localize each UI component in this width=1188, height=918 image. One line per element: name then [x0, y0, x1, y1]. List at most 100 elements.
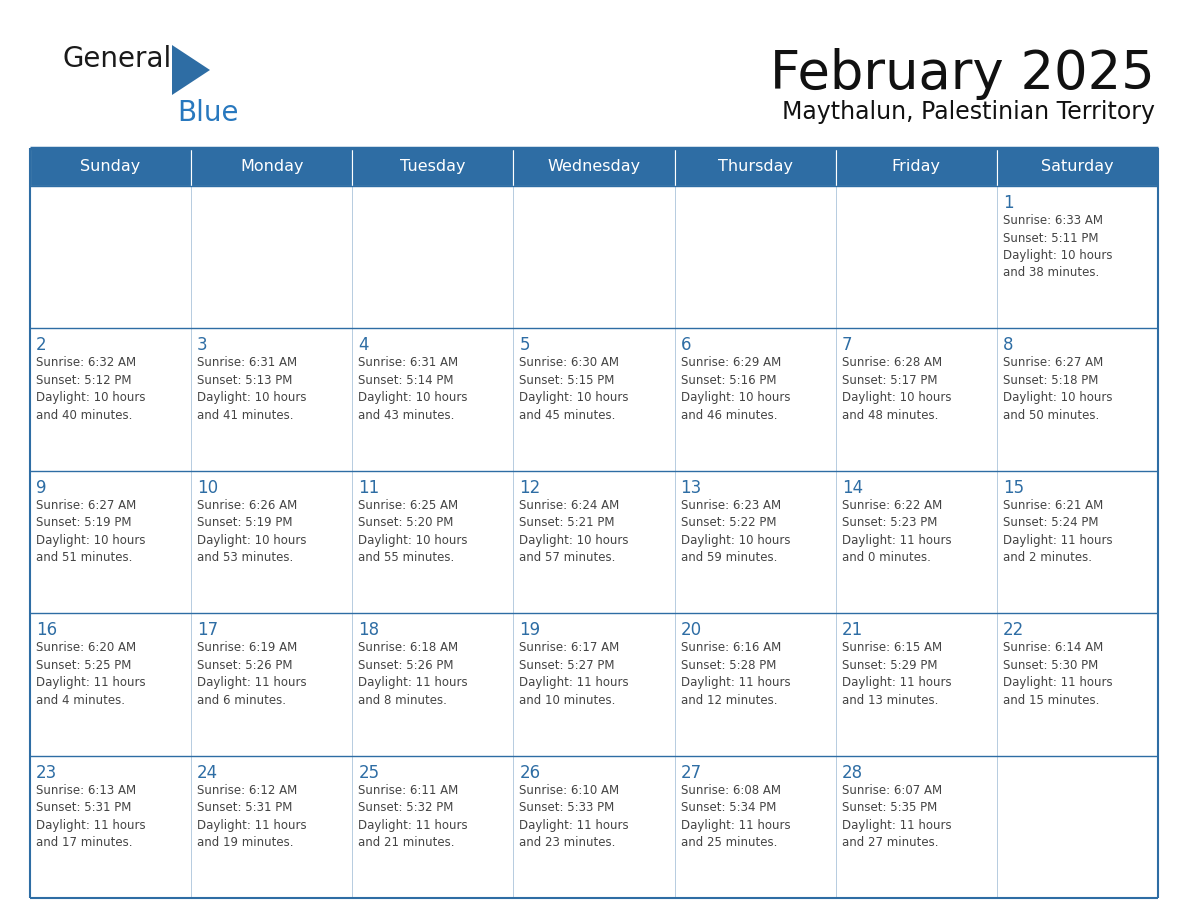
Text: Sunrise: 6:20 AM
Sunset: 5:25 PM
Daylight: 11 hours
and 4 minutes.: Sunrise: 6:20 AM Sunset: 5:25 PM Dayligh… [36, 641, 146, 707]
Text: Tuesday: Tuesday [400, 160, 466, 174]
Text: Sunrise: 6:28 AM
Sunset: 5:17 PM
Daylight: 10 hours
and 48 minutes.: Sunrise: 6:28 AM Sunset: 5:17 PM Dayligh… [842, 356, 952, 422]
Bar [191, 756, 353, 898]
Bar [353, 756, 513, 898]
Text: 18: 18 [359, 621, 379, 639]
Bar [353, 148, 513, 186]
Text: 2: 2 [36, 336, 46, 354]
Text: Sunday: Sunday [81, 160, 140, 174]
Text: Sunrise: 6:14 AM
Sunset: 5:30 PM
Daylight: 11 hours
and 15 minutes.: Sunrise: 6:14 AM Sunset: 5:30 PM Dayligh… [1003, 641, 1112, 707]
Bar [675, 148, 835, 186]
Text: Sunrise: 6:33 AM
Sunset: 5:11 PM
Daylight: 10 hours
and 38 minutes.: Sunrise: 6:33 AM Sunset: 5:11 PM Dayligh… [1003, 214, 1112, 279]
Text: 21: 21 [842, 621, 862, 639]
Text: Sunrise: 6:16 AM
Sunset: 5:28 PM
Daylight: 11 hours
and 12 minutes.: Sunrise: 6:16 AM Sunset: 5:28 PM Dayligh… [681, 641, 790, 707]
Text: Sunrise: 6:12 AM
Sunset: 5:31 PM
Daylight: 11 hours
and 19 minutes.: Sunrise: 6:12 AM Sunset: 5:31 PM Dayligh… [197, 784, 307, 849]
Text: Friday: Friday [892, 160, 941, 174]
Text: 26: 26 [519, 764, 541, 781]
Text: 22: 22 [1003, 621, 1024, 639]
Text: Sunrise: 6:18 AM
Sunset: 5:26 PM
Daylight: 11 hours
and 8 minutes.: Sunrise: 6:18 AM Sunset: 5:26 PM Dayligh… [359, 641, 468, 707]
Text: Sunrise: 6:29 AM
Sunset: 5:16 PM
Daylight: 10 hours
and 46 minutes.: Sunrise: 6:29 AM Sunset: 5:16 PM Dayligh… [681, 356, 790, 422]
Bar [675, 329, 835, 471]
Bar [513, 613, 675, 756]
Text: Sunrise: 6:07 AM
Sunset: 5:35 PM
Daylight: 11 hours
and 27 minutes.: Sunrise: 6:07 AM Sunset: 5:35 PM Dayligh… [842, 784, 952, 849]
Text: General: General [62, 45, 171, 73]
Text: Sunrise: 6:15 AM
Sunset: 5:29 PM
Daylight: 11 hours
and 13 minutes.: Sunrise: 6:15 AM Sunset: 5:29 PM Dayligh… [842, 641, 952, 707]
Bar [835, 471, 997, 613]
Text: Sunrise: 6:27 AM
Sunset: 5:19 PM
Daylight: 10 hours
and 51 minutes.: Sunrise: 6:27 AM Sunset: 5:19 PM Dayligh… [36, 498, 145, 565]
Bar [675, 186, 835, 329]
Bar [30, 613, 191, 756]
Text: 3: 3 [197, 336, 208, 354]
Bar [353, 329, 513, 471]
Text: Sunrise: 6:22 AM
Sunset: 5:23 PM
Daylight: 11 hours
and 0 minutes.: Sunrise: 6:22 AM Sunset: 5:23 PM Dayligh… [842, 498, 952, 565]
Text: 28: 28 [842, 764, 862, 781]
Bar [997, 471, 1158, 613]
Text: Sunrise: 6:26 AM
Sunset: 5:19 PM
Daylight: 10 hours
and 53 minutes.: Sunrise: 6:26 AM Sunset: 5:19 PM Dayligh… [197, 498, 307, 565]
Text: 7: 7 [842, 336, 852, 354]
Text: Saturday: Saturday [1041, 160, 1113, 174]
Bar [835, 756, 997, 898]
Text: Sunrise: 6:08 AM
Sunset: 5:34 PM
Daylight: 11 hours
and 25 minutes.: Sunrise: 6:08 AM Sunset: 5:34 PM Dayligh… [681, 784, 790, 849]
Text: 27: 27 [681, 764, 702, 781]
Text: 13: 13 [681, 479, 702, 497]
Text: 25: 25 [359, 764, 379, 781]
Text: 6: 6 [681, 336, 691, 354]
Text: 15: 15 [1003, 479, 1024, 497]
Text: 23: 23 [36, 764, 57, 781]
Bar [513, 329, 675, 471]
Text: Sunrise: 6:23 AM
Sunset: 5:22 PM
Daylight: 10 hours
and 59 minutes.: Sunrise: 6:23 AM Sunset: 5:22 PM Dayligh… [681, 498, 790, 565]
Text: Monday: Monday [240, 160, 303, 174]
Bar [513, 186, 675, 329]
Text: 1: 1 [1003, 194, 1013, 212]
Bar [513, 756, 675, 898]
Text: Sunrise: 6:11 AM
Sunset: 5:32 PM
Daylight: 11 hours
and 21 minutes.: Sunrise: 6:11 AM Sunset: 5:32 PM Dayligh… [359, 784, 468, 849]
Text: Thursday: Thursday [718, 160, 792, 174]
Text: Blue: Blue [177, 99, 239, 127]
Text: February 2025: February 2025 [770, 48, 1155, 100]
Text: 12: 12 [519, 479, 541, 497]
Text: 14: 14 [842, 479, 862, 497]
Text: 24: 24 [197, 764, 219, 781]
Bar [353, 471, 513, 613]
Text: Sunrise: 6:13 AM
Sunset: 5:31 PM
Daylight: 11 hours
and 17 minutes.: Sunrise: 6:13 AM Sunset: 5:31 PM Dayligh… [36, 784, 146, 849]
Bar [191, 613, 353, 756]
Text: 17: 17 [197, 621, 219, 639]
Bar [997, 329, 1158, 471]
Text: Sunrise: 6:25 AM
Sunset: 5:20 PM
Daylight: 10 hours
and 55 minutes.: Sunrise: 6:25 AM Sunset: 5:20 PM Dayligh… [359, 498, 468, 565]
Text: 16: 16 [36, 621, 57, 639]
Bar [353, 613, 513, 756]
Bar [675, 471, 835, 613]
Text: Sunrise: 6:30 AM
Sunset: 5:15 PM
Daylight: 10 hours
and 45 minutes.: Sunrise: 6:30 AM Sunset: 5:15 PM Dayligh… [519, 356, 628, 422]
Bar [675, 756, 835, 898]
Bar [191, 329, 353, 471]
Bar [675, 613, 835, 756]
Bar [997, 148, 1158, 186]
Text: Sunrise: 6:32 AM
Sunset: 5:12 PM
Daylight: 10 hours
and 40 minutes.: Sunrise: 6:32 AM Sunset: 5:12 PM Dayligh… [36, 356, 145, 422]
Text: 5: 5 [519, 336, 530, 354]
Bar [835, 148, 997, 186]
Bar [30, 186, 191, 329]
Bar [30, 756, 191, 898]
Bar [835, 186, 997, 329]
Text: 10: 10 [197, 479, 219, 497]
Text: 9: 9 [36, 479, 46, 497]
Bar [191, 471, 353, 613]
Bar [835, 613, 997, 756]
Text: Sunrise: 6:27 AM
Sunset: 5:18 PM
Daylight: 10 hours
and 50 minutes.: Sunrise: 6:27 AM Sunset: 5:18 PM Dayligh… [1003, 356, 1112, 422]
Text: Sunrise: 6:21 AM
Sunset: 5:24 PM
Daylight: 11 hours
and 2 minutes.: Sunrise: 6:21 AM Sunset: 5:24 PM Dayligh… [1003, 498, 1112, 565]
Bar [997, 613, 1158, 756]
Text: 19: 19 [519, 621, 541, 639]
Bar [30, 148, 191, 186]
Bar [191, 148, 353, 186]
Text: 20: 20 [681, 621, 702, 639]
Bar [997, 756, 1158, 898]
Text: Sunrise: 6:19 AM
Sunset: 5:26 PM
Daylight: 11 hours
and 6 minutes.: Sunrise: 6:19 AM Sunset: 5:26 PM Dayligh… [197, 641, 307, 707]
Text: Sunrise: 6:31 AM
Sunset: 5:14 PM
Daylight: 10 hours
and 43 minutes.: Sunrise: 6:31 AM Sunset: 5:14 PM Dayligh… [359, 356, 468, 422]
Bar [835, 329, 997, 471]
Text: 8: 8 [1003, 336, 1013, 354]
Bar [30, 329, 191, 471]
Text: Sunrise: 6:31 AM
Sunset: 5:13 PM
Daylight: 10 hours
and 41 minutes.: Sunrise: 6:31 AM Sunset: 5:13 PM Dayligh… [197, 356, 307, 422]
Bar [353, 186, 513, 329]
Text: 11: 11 [359, 479, 379, 497]
Bar [30, 471, 191, 613]
Bar [513, 148, 675, 186]
